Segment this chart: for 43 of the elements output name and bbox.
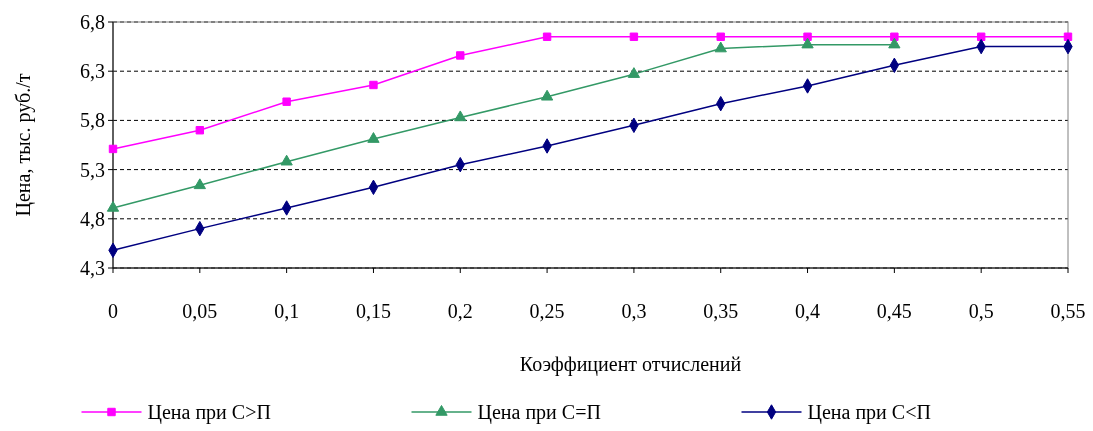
point [542,32,552,41]
y-tick-label: 4,8 [80,207,105,230]
legend-label: Цена при С=П [477,401,601,424]
y-tick-label: 4,3 [80,257,105,279]
point [195,126,205,135]
x-tick-label: 0,1 [274,300,300,322]
point [627,67,641,78]
x-tick-label: 0,2 [447,300,473,322]
y-tick-label: 6,8 [80,11,105,33]
point [888,37,901,49]
point [193,178,206,190]
point [540,89,554,101]
point [716,32,725,41]
x-tick-label: 0 [108,300,118,322]
y-axis-title: Цена, тыс. руб./т [12,73,35,217]
point [976,32,986,41]
point [106,200,120,212]
x-tick-label: 0,3 [621,300,647,322]
point [454,110,467,122]
point [369,80,378,90]
x-axis-title: Коэффициент отчислений [519,353,742,376]
x-tick-label: 0,05 [182,300,218,322]
y-tick-label: 5,3 [80,158,105,181]
point [801,37,814,49]
point [367,132,380,143]
x-tick-label: 0,25 [529,300,565,322]
legend-label: Цена при С<П [807,401,931,424]
y-tick-label: 5,8 [80,109,105,132]
y-tick-label: 6,3 [80,60,105,83]
x-tick-label: 0,5 [968,300,994,322]
x-tick-label: 0,4 [795,300,821,322]
point [456,51,465,60]
point [282,97,291,106]
x-tick-label: 0,55 [1050,300,1086,322]
x-tick-label: 0,15 [355,300,391,322]
point [629,32,639,41]
point [714,41,727,53]
legend-label: Цена при С>П [147,401,271,424]
point [280,154,293,166]
x-tick-label: 0,35 [703,300,739,322]
point [108,144,118,154]
x-tick-label: 0,45 [876,300,912,322]
point [1063,32,1073,41]
